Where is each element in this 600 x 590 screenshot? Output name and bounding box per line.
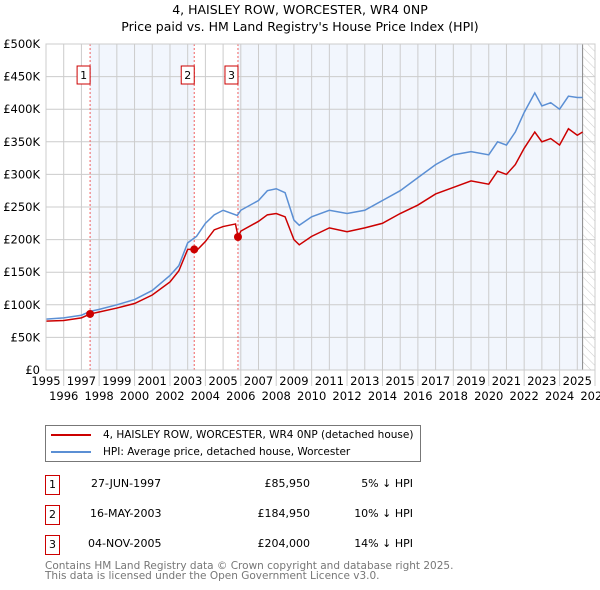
y-tick-label: £0 — [25, 363, 40, 377]
sale-delta: 10% ↓ HPI — [354, 507, 413, 520]
plot-area: 1995199619971998199920002001200220032004… — [3, 37, 600, 403]
x-tick-label: 2011 — [315, 374, 344, 388]
y-tick-label: £50K — [11, 330, 41, 344]
x-tick-label: 1996 — [49, 389, 78, 403]
x-tick-label: 1995 — [31, 374, 60, 388]
legend-label: HPI: Average price, detached house, Worc… — [103, 446, 351, 458]
sale-badge: 1 — [45, 475, 60, 495]
legend-item-property: 4, HAISLEY ROW, WORCESTER, WR4 0NP (deta… — [46, 427, 413, 443]
x-tick-label: 2013 — [350, 374, 379, 388]
y-tick-label: £350K — [3, 135, 40, 149]
y-tick-label: £150K — [3, 265, 40, 279]
y-tick-label: £500K — [3, 37, 40, 51]
sale-row: 2 16-MAY-2003 £184,950 10% ↓ HPI — [45, 505, 445, 525]
sale-marker-badge — [224, 65, 239, 85]
sale-marker-number: 3 — [228, 69, 235, 82]
x-tick-label: 2016 — [403, 389, 432, 403]
legend-item-hpi: HPI: Average price, detached house, Worc… — [46, 444, 350, 460]
sale-marker-number: 2 — [184, 69, 191, 82]
x-tick-label: 2008 — [262, 389, 291, 403]
legend-swatch-blue — [51, 451, 91, 453]
x-tick-label: 2012 — [332, 389, 361, 403]
x-tick-label: 2018 — [439, 389, 468, 403]
x-tick-label: 2010 — [297, 389, 326, 403]
sale-price: £184,950 — [257, 507, 311, 520]
y-tick-label: £300K — [3, 167, 40, 181]
x-tick-label: 2023 — [527, 374, 556, 388]
x-tick-label: 2026 — [580, 389, 600, 403]
y-tick-label: £400K — [3, 102, 40, 116]
hpi-line — [45, 91, 583, 320]
x-tick-label: 2015 — [386, 374, 415, 388]
sale-row: 1 27-JUN-1997 £85,950 5% ↓ HPI — [45, 475, 445, 495]
chart-subtitle: Price paid vs. HM Land Registry's House … — [121, 19, 479, 34]
x-tick-label: 2022 — [510, 389, 539, 403]
legend-label: 4, HAISLEY ROW, WORCESTER, WR4 0NP (deta… — [103, 429, 414, 441]
x-tick-label: 2006 — [226, 389, 255, 403]
plot-border — [45, 43, 596, 371]
x-tick-label: 2005 — [208, 374, 237, 388]
x-tick-label: 2021 — [492, 374, 521, 388]
x-tick-label: 1999 — [102, 374, 131, 388]
sale-badge: 3 — [45, 535, 60, 555]
x-tick-label: 2000 — [120, 389, 149, 403]
sale-point — [233, 232, 242, 241]
x-tick-label: 2014 — [368, 389, 397, 403]
sale-row: 3 04-NOV-2005 £204,000 14% ↓ HPI — [45, 535, 445, 555]
y-tick-label: £450K — [3, 70, 40, 84]
sale-marker-number: 1 — [80, 69, 87, 82]
x-tick-label: 1998 — [84, 389, 113, 403]
sale-badge: 2 — [45, 505, 60, 525]
legend: 4, HAISLEY ROW, WORCESTER, WR4 0NP (deta… — [45, 425, 421, 462]
sale-date: 27-JUN-1997 — [91, 477, 162, 490]
footer: Contains HM Land Registry data © Crown c… — [45, 560, 454, 582]
y-tick-label: £200K — [3, 233, 40, 247]
x-tick-label: 2002 — [155, 389, 184, 403]
x-tick-label: 2025 — [563, 374, 592, 388]
x-tick-label: 2001 — [138, 374, 167, 388]
x-tick-label: 2020 — [474, 389, 503, 403]
x-tick-label: 2019 — [456, 374, 485, 388]
x-tick-label: 2004 — [191, 389, 220, 403]
sale-point — [190, 245, 199, 254]
sale-marker-badge — [180, 65, 195, 85]
price-paid-line — [45, 127, 583, 322]
sale-price: £204,000 — [257, 537, 311, 550]
x-tick-label: 2003 — [173, 374, 202, 388]
sale-price: £85,950 — [264, 477, 311, 490]
sale-date: 16-MAY-2003 — [90, 507, 162, 520]
sale-marker-badge — [76, 65, 91, 85]
x-tick-label: 2017 — [421, 374, 450, 388]
sale-point — [86, 309, 95, 318]
x-tick-label: 1997 — [67, 374, 96, 388]
x-tick-label: 2009 — [279, 374, 308, 388]
x-tick-label: 2007 — [244, 374, 273, 388]
y-tick-label: £250K — [3, 200, 40, 214]
sale-date: 04-NOV-2005 — [88, 537, 162, 550]
sale-delta: 5% ↓ HPI — [361, 477, 413, 490]
chart-title: 4, HAISLEY ROW, WORCESTER, WR4 0NP — [172, 2, 428, 17]
footer-line: Contains HM Land Registry data © Crown c… — [45, 560, 454, 572]
sale-delta: 14% ↓ HPI — [354, 537, 413, 550]
legend-swatch-red — [51, 434, 91, 436]
footer-line: This data is licensed under the Open Gov… — [45, 570, 380, 582]
x-tick-label: 2024 — [545, 389, 574, 403]
y-tick-label: £100K — [3, 298, 40, 312]
